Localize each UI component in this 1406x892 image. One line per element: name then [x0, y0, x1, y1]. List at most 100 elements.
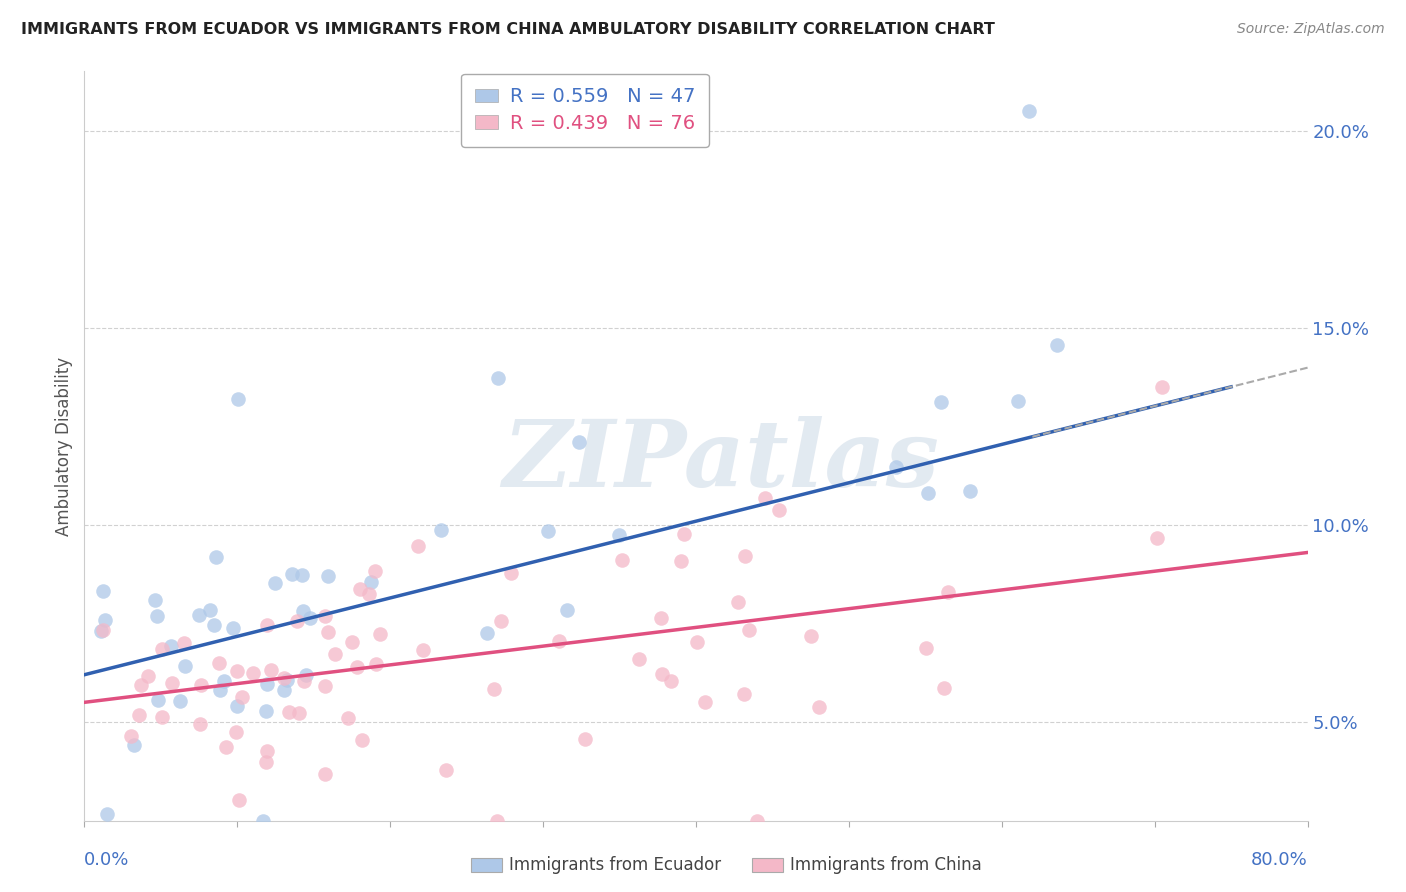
- Text: Immigrants from China: Immigrants from China: [790, 856, 981, 874]
- Point: [607, 527, 630, 541]
- Point: [225, 699, 247, 714]
- Point: [143, 593, 166, 607]
- Point: [188, 717, 211, 731]
- Point: [747, 814, 769, 828]
- Point: [190, 678, 212, 692]
- Point: [486, 371, 509, 385]
- Point: [932, 681, 955, 695]
- Point: [173, 658, 195, 673]
- Point: [273, 671, 295, 685]
- Point: [214, 673, 236, 688]
- Point: [292, 604, 315, 618]
- Point: [128, 708, 150, 723]
- Point: [160, 639, 183, 653]
- Point: [1007, 393, 1029, 408]
- Point: [252, 814, 274, 828]
- Point: [291, 567, 314, 582]
- Point: [938, 585, 960, 599]
- Point: [659, 674, 682, 689]
- Point: [406, 539, 429, 553]
- Text: ZIPatlas: ZIPatlas: [502, 416, 939, 506]
- Point: [568, 435, 591, 450]
- Point: [917, 486, 939, 500]
- Point: [350, 733, 373, 747]
- Text: Source: ZipAtlas.com: Source: ZipAtlas.com: [1237, 22, 1385, 37]
- Point: [734, 549, 756, 564]
- Point: [314, 679, 336, 693]
- Point: [90, 624, 112, 638]
- Point: [162, 676, 184, 690]
- Point: [754, 491, 776, 505]
- Point: [738, 623, 761, 637]
- Point: [93, 583, 115, 598]
- Point: [727, 595, 749, 609]
- Point: [256, 743, 278, 757]
- Point: [363, 565, 385, 579]
- Point: [650, 611, 672, 625]
- Point: [225, 725, 247, 739]
- Point: [318, 569, 340, 583]
- Point: [285, 614, 308, 628]
- Point: [340, 635, 363, 649]
- Point: [208, 656, 231, 670]
- Point: [173, 636, 195, 650]
- Point: [292, 673, 315, 688]
- Text: Immigrants from Ecuador: Immigrants from Ecuador: [509, 856, 721, 874]
- Point: [1046, 337, 1069, 351]
- Y-axis label: Ambulatory Disability: Ambulatory Disability: [55, 357, 73, 535]
- Point: [366, 657, 388, 672]
- Point: [278, 705, 301, 719]
- Point: [96, 806, 118, 821]
- Point: [150, 641, 173, 656]
- Point: [91, 624, 114, 638]
- Point: [929, 395, 952, 409]
- Point: [434, 763, 457, 777]
- Point: [800, 629, 823, 643]
- Point: [346, 660, 368, 674]
- Point: [337, 711, 360, 725]
- Text: 0.0%: 0.0%: [84, 851, 129, 869]
- Point: [94, 613, 117, 627]
- Point: [205, 550, 228, 565]
- Point: [273, 682, 295, 697]
- Point: [295, 668, 318, 682]
- Point: [959, 483, 981, 498]
- Point: [915, 640, 938, 655]
- Point: [482, 682, 505, 697]
- Point: [276, 673, 298, 687]
- Point: [499, 566, 522, 581]
- Point: [316, 624, 339, 639]
- Legend: R = 0.559   N = 47, R = 0.439   N = 76: R = 0.559 N = 47, R = 0.439 N = 76: [461, 73, 709, 146]
- Point: [555, 603, 578, 617]
- Point: [215, 739, 238, 754]
- Point: [242, 665, 264, 680]
- Point: [208, 683, 231, 698]
- Point: [547, 634, 569, 648]
- Point: [226, 392, 249, 406]
- Point: [430, 523, 453, 537]
- Point: [260, 663, 283, 677]
- Point: [574, 732, 596, 747]
- Point: [360, 575, 382, 590]
- Point: [254, 755, 277, 769]
- Point: [264, 576, 287, 591]
- Point: [256, 704, 278, 718]
- Point: [486, 814, 509, 828]
- Point: [120, 729, 142, 743]
- Point: [288, 706, 311, 721]
- Point: [537, 524, 560, 538]
- Point: [146, 609, 169, 624]
- Point: [1146, 531, 1168, 545]
- Point: [169, 694, 191, 708]
- Point: [807, 700, 830, 714]
- Point: [256, 677, 278, 691]
- Point: [768, 502, 790, 516]
- Point: [489, 614, 512, 628]
- Point: [314, 609, 336, 624]
- Point: [256, 617, 278, 632]
- Point: [368, 627, 391, 641]
- Point: [669, 554, 692, 568]
- Point: [124, 738, 146, 752]
- Point: [412, 643, 434, 657]
- Point: [884, 460, 907, 475]
